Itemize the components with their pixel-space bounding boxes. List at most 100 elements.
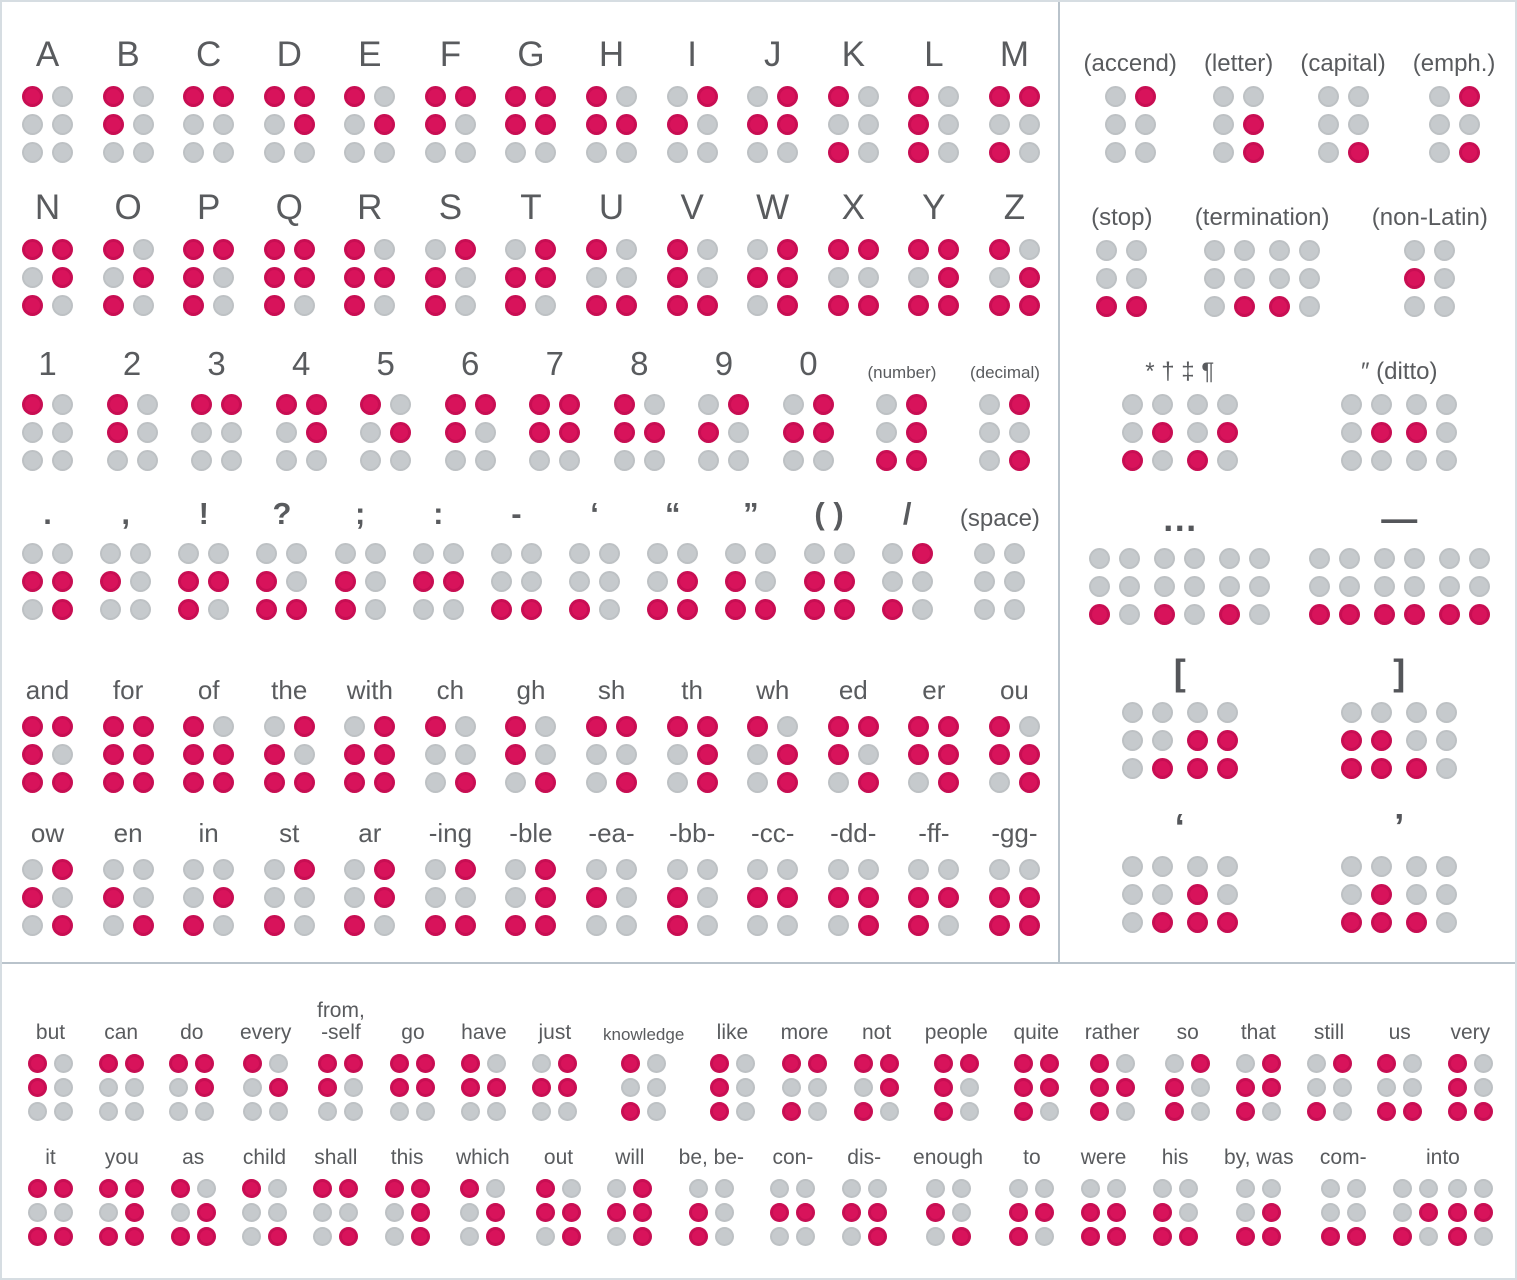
braille-label: shall xyxy=(314,1145,358,1169)
braille-cell xyxy=(1152,1179,1198,1246)
raised-dot xyxy=(263,915,285,936)
flat-dot xyxy=(1151,394,1173,415)
braille-cell xyxy=(613,394,665,471)
braille-group-m: M xyxy=(988,28,1040,163)
flat-dot xyxy=(213,716,235,737)
flat-dot xyxy=(100,543,122,564)
braille-cells xyxy=(827,86,879,163)
braille-cells xyxy=(313,1179,359,1246)
flat-dot xyxy=(1151,884,1173,905)
flat-dot xyxy=(569,571,591,592)
braille-cell xyxy=(170,1179,216,1246)
raised-dot xyxy=(1152,1227,1172,1246)
flat-dot xyxy=(1473,1054,1493,1073)
braille-group-9: 9 xyxy=(698,336,750,471)
raised-dot xyxy=(1261,1078,1281,1097)
flat-dot xyxy=(344,887,366,908)
raised-dot xyxy=(803,571,825,592)
flat-dot xyxy=(1403,1054,1423,1073)
raised-dot xyxy=(1269,296,1291,317)
flat-dot xyxy=(1262,1179,1282,1198)
flat-dot xyxy=(424,887,446,908)
raised-dot xyxy=(505,114,527,135)
braille-cells xyxy=(1447,1054,1493,1121)
raised-dot xyxy=(535,239,557,260)
raised-dot xyxy=(275,394,297,415)
raised-dot xyxy=(213,744,235,765)
raised-dot xyxy=(906,394,928,415)
braille-group-n: N xyxy=(22,181,73,316)
flat-dot xyxy=(1261,1102,1281,1121)
braille-group-t: T xyxy=(505,181,557,316)
raised-dot xyxy=(666,716,688,737)
flat-dot xyxy=(1009,422,1031,443)
braille-cells xyxy=(170,1179,216,1246)
flat-dot xyxy=(130,571,152,592)
braille-cell xyxy=(1165,1054,1211,1121)
raised-dot xyxy=(208,571,230,592)
flat-dot xyxy=(841,1227,861,1246)
braille-cells xyxy=(102,86,154,163)
flat-dot xyxy=(334,543,356,564)
braille-cell xyxy=(275,394,327,471)
flat-dot xyxy=(857,114,879,135)
flat-dot xyxy=(666,772,688,793)
flat-dot xyxy=(1341,422,1363,443)
raised-dot xyxy=(777,744,799,765)
flat-dot xyxy=(616,267,638,288)
flat-dot xyxy=(535,142,557,163)
braille-label: F xyxy=(439,35,462,75)
flat-dot xyxy=(130,599,152,620)
braille-cell xyxy=(461,1054,507,1121)
raised-dot xyxy=(1438,604,1460,625)
flat-dot xyxy=(505,142,527,163)
flat-dot xyxy=(454,114,476,135)
flat-dot xyxy=(1151,702,1173,723)
braille-label: 7 xyxy=(545,345,564,383)
raised-dot xyxy=(102,114,124,135)
flat-dot xyxy=(908,772,930,793)
flat-dot xyxy=(1308,576,1330,597)
flat-dot xyxy=(22,267,43,288)
flat-dot xyxy=(1126,268,1148,289)
flat-dot xyxy=(1317,86,1339,107)
braille-group-out: out xyxy=(536,1129,581,1246)
raised-dot xyxy=(867,1203,887,1222)
flat-dot xyxy=(647,571,669,592)
flat-dot xyxy=(1216,450,1238,471)
braille-cells xyxy=(586,859,638,936)
raised-dot xyxy=(747,114,769,135)
braille-cells xyxy=(318,1054,364,1121)
flat-dot xyxy=(857,142,879,163)
flat-dot xyxy=(344,1102,364,1121)
raised-dot xyxy=(1126,296,1148,317)
flat-dot xyxy=(696,915,718,936)
braille-cells xyxy=(344,239,396,316)
flat-dot xyxy=(698,394,720,415)
braille-group-child: child xyxy=(241,1129,287,1246)
raised-dot xyxy=(777,887,799,908)
raised-dot xyxy=(827,887,849,908)
flat-dot xyxy=(1154,576,1176,597)
braille-group-it: it xyxy=(28,1129,73,1246)
braille-label: which xyxy=(455,1145,510,1169)
flat-dot xyxy=(586,744,608,765)
braille-cells xyxy=(908,86,960,163)
braille-group-like: like xyxy=(709,980,755,1121)
raised-dot xyxy=(876,450,898,471)
braille-cell xyxy=(1096,240,1148,317)
flat-dot xyxy=(124,1078,144,1097)
flat-dot xyxy=(1213,114,1235,135)
flat-dot xyxy=(833,543,855,564)
braille-cell xyxy=(747,716,799,793)
braille-cells xyxy=(613,394,665,471)
raised-dot xyxy=(633,1203,653,1222)
braille-group-0: 0 xyxy=(782,336,834,471)
braille-label: P xyxy=(196,188,221,228)
braille-cell xyxy=(1121,702,1173,779)
raised-dot xyxy=(1018,915,1040,936)
raised-dot xyxy=(344,772,366,793)
braille-cell xyxy=(1341,702,1393,779)
braille-cell xyxy=(344,859,396,936)
braille-label: but xyxy=(35,1020,66,1044)
